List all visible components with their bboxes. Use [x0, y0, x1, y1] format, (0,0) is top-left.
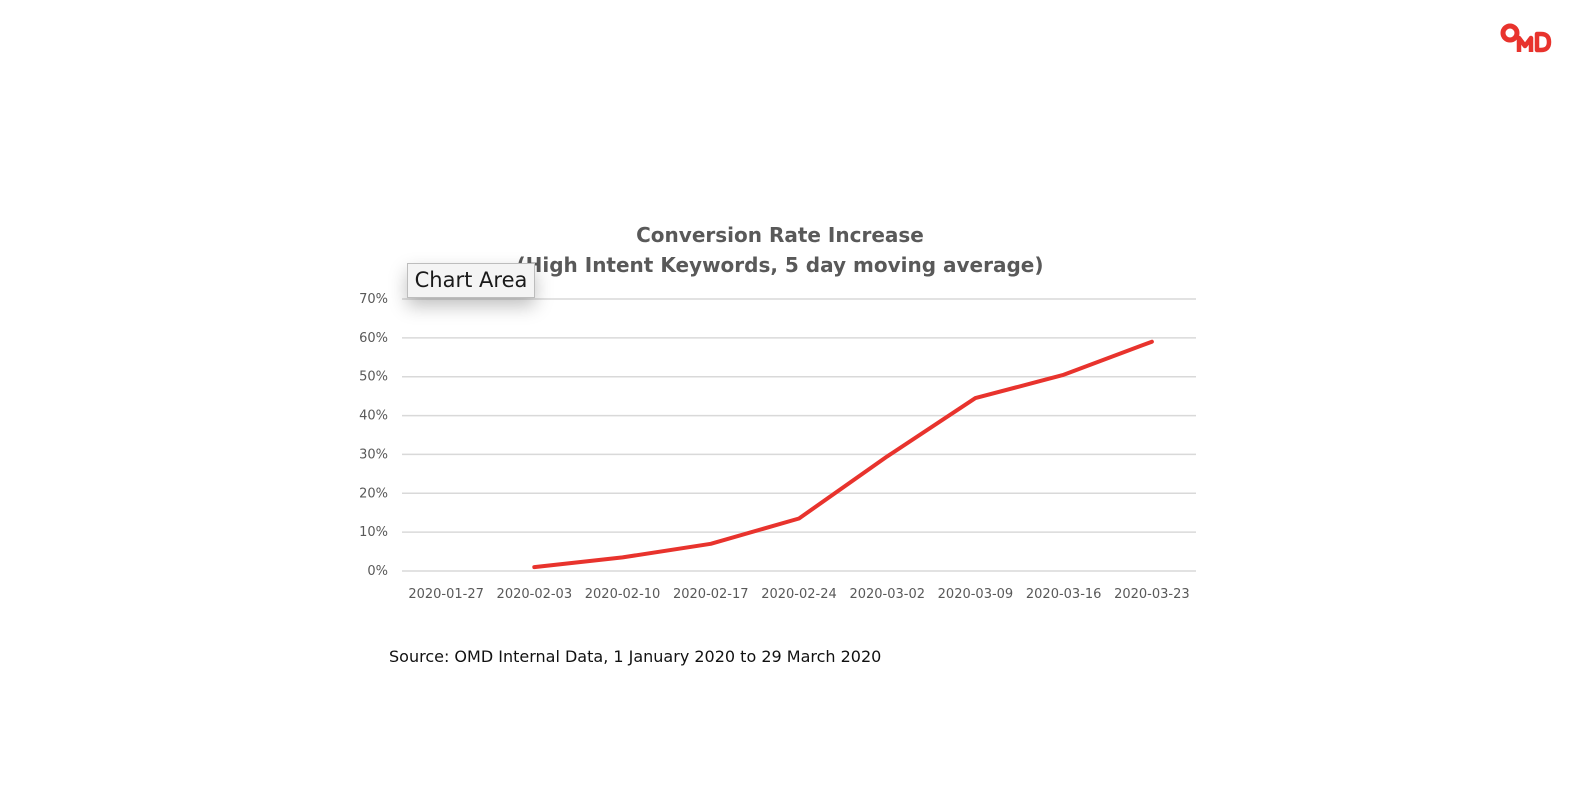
- chart-title: Conversion Rate Increase: [636, 223, 924, 247]
- series-line[interactable]: [532, 339, 1154, 570]
- y-tick-label: 70%: [359, 292, 388, 307]
- y-tick-label: 60%: [359, 331, 388, 346]
- gridlines: [402, 298, 1196, 572]
- y-tick-label: 50%: [359, 370, 388, 385]
- x-tick-label: 2020-02-17: [673, 587, 749, 602]
- x-tick-label: 2020-03-02: [849, 587, 925, 602]
- y-tick-label: 0%: [367, 564, 388, 579]
- x-tick-label: 2020-02-24: [761, 587, 837, 602]
- y-axis-ticks: 0% 10% 20% 30% 40% 50% 60% 70%: [359, 292, 388, 579]
- y-tick-label: 30%: [359, 447, 388, 462]
- x-tick-label: 2020-03-09: [938, 587, 1014, 602]
- y-tick-label: 20%: [359, 486, 388, 501]
- y-tick-label: 10%: [359, 525, 388, 540]
- y-tick-label: 40%: [359, 409, 388, 424]
- x-axis-ticks: 2020-01-27 2020-02-03 2020-02-10 2020-02-17…: [408, 587, 1189, 602]
- omd-logo-icon: [1500, 23, 1552, 53]
- series-layer: [532, 339, 1154, 570]
- source-note: Source: OMD Internal Data, 1 January 202…: [389, 647, 882, 666]
- x-tick-label: 2020-03-23: [1114, 587, 1190, 602]
- x-tick-label: 2020-03-16: [1026, 587, 1102, 602]
- x-tick-label: 2020-02-03: [497, 587, 573, 602]
- x-tick-label: 2020-02-10: [585, 587, 661, 602]
- x-tick-label: 2020-01-27: [408, 587, 484, 602]
- chart-area-tooltip: Chart Area: [407, 263, 535, 298]
- chart-subtitle: (High Intent Keywords, 5 day moving aver…: [517, 253, 1044, 277]
